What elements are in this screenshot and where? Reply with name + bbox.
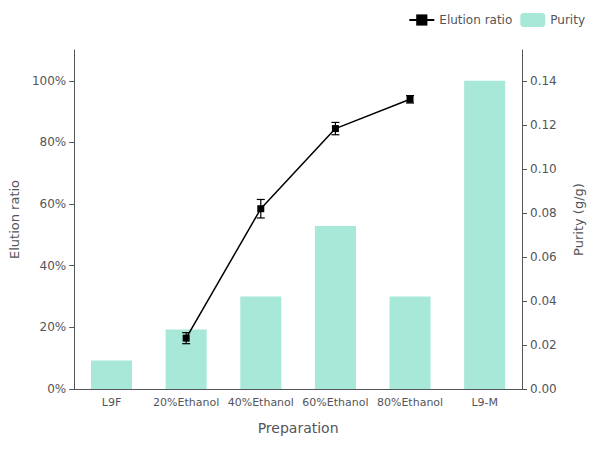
svg-text:40%Ethanol: 40%Ethanol (228, 396, 294, 409)
svg-text:Purity (g/g): Purity (g/g) (571, 183, 586, 256)
svg-text:0.08: 0.08 (530, 206, 557, 220)
svg-text:0.02: 0.02 (530, 338, 557, 352)
svg-text:Purity: Purity (550, 13, 585, 27)
svg-text:0.12: 0.12 (530, 118, 557, 132)
svg-text:0.00: 0.00 (530, 382, 557, 396)
svg-text:Elution ratio: Elution ratio (439, 13, 512, 27)
svg-text:60%: 60% (40, 197, 67, 211)
svg-text:100%: 100% (32, 74, 66, 88)
svg-text:20%Ethanol: 20%Ethanol (153, 396, 219, 409)
svg-text:L9-M: L9-M (471, 396, 498, 409)
svg-text:Preparation: Preparation (258, 420, 339, 436)
svg-text:L9F: L9F (102, 396, 121, 409)
svg-text:40%: 40% (40, 259, 67, 273)
svg-text:0.04: 0.04 (530, 294, 557, 308)
svg-text:0.14: 0.14 (530, 74, 557, 88)
svg-text:0.10: 0.10 (530, 162, 557, 176)
svg-text:Elution ratio: Elution ratio (7, 180, 22, 259)
svg-text:60%Ethanol: 60%Ethanol (302, 396, 368, 409)
svg-text:20%: 20% (40, 320, 67, 334)
svg-text:80%Ethanol: 80%Ethanol (377, 396, 443, 409)
svg-text:0.06: 0.06 (530, 250, 557, 264)
svg-text:80%: 80% (40, 135, 67, 149)
svg-text:0%: 0% (47, 382, 66, 396)
